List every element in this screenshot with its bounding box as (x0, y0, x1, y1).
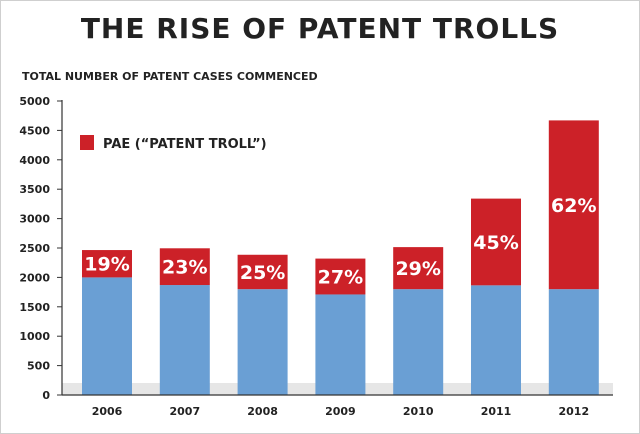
bar-pae (159, 248, 210, 286)
y-tick-label: 5000 (19, 95, 50, 108)
x-tick-label: 2008 (247, 405, 278, 418)
y-tick-label: 3000 (19, 213, 50, 226)
legend-label-pae: PAE (“PATENT TROLL”) (103, 137, 267, 152)
bar-non-pae (159, 285, 210, 395)
x-tick-label: 2006 (92, 405, 123, 418)
data-label: 23% (162, 257, 207, 279)
bar-non-pae (471, 285, 521, 395)
y-tick-label: 4500 (19, 124, 50, 137)
y-tick-label: 2000 (19, 271, 50, 284)
data-label: 62% (551, 195, 596, 217)
bar-pae (548, 120, 599, 290)
bar-non-pae (237, 289, 288, 395)
bar-non-pae (82, 277, 132, 395)
bar-pae (237, 254, 288, 290)
x-tick-label: 2012 (558, 405, 589, 418)
chart-title: THE RISE OF PATENT TROLLS (80, 12, 560, 45)
x-tick-label: 2007 (169, 405, 200, 418)
bar-non-pae (315, 294, 366, 395)
bar-pae (82, 250, 132, 278)
x-tick-label: 2011 (481, 405, 512, 418)
bar-non-pae (548, 289, 599, 395)
bar-non-pae (393, 289, 444, 395)
y-tick-label: 0 (42, 389, 50, 402)
y-tick-label: 500 (27, 360, 50, 373)
data-label: 25% (240, 262, 285, 284)
x-tick-label: 2009 (325, 405, 356, 418)
y-tick-label: 1500 (19, 301, 50, 314)
legend-swatch-pae (80, 135, 94, 150)
data-label: 29% (395, 258, 440, 280)
bar-pae (315, 258, 366, 295)
y-tick-label: 3500 (19, 183, 50, 196)
bar-pae (393, 247, 444, 290)
data-label: 45% (473, 232, 518, 254)
bar-pae (471, 198, 521, 286)
y-tick-label: 1000 (19, 330, 50, 343)
y-axis-label: TOTAL NUMBER OF PATENT CASES COMMENCED (22, 70, 318, 83)
y-tick-label: 2500 (19, 242, 50, 255)
data-label: 27% (318, 267, 363, 289)
x-tick-label: 2010 (403, 405, 434, 418)
y-tick-label: 4000 (19, 154, 50, 167)
data-label: 19% (84, 254, 129, 276)
